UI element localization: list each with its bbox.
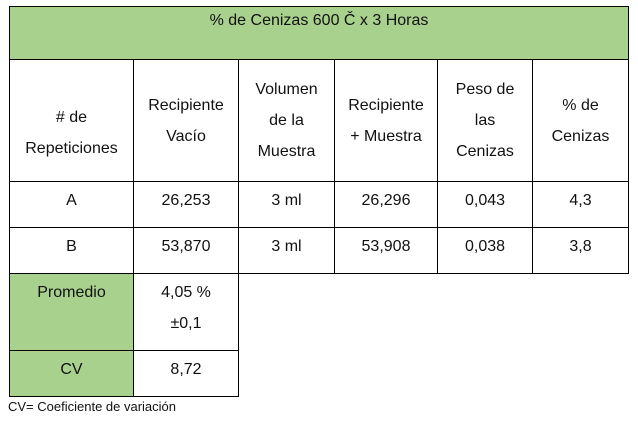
header-recipiente-muestra: Recipiente + Muestra — [334, 59, 438, 182]
row-a-rep: A — [9, 181, 134, 228]
row-a-pct: 4,3 — [532, 181, 629, 228]
row-b-recipiente-muestra: 53,908 — [334, 227, 438, 274]
row-a-vacio: 26,253 — [133, 181, 239, 228]
row-b-peso: 0,038 — [437, 227, 533, 274]
row-b-volumen: 3 ml — [238, 227, 335, 274]
cv-value: 8,72 — [133, 350, 239, 397]
header-volumen-muestra: Volumen de la Muestra — [238, 59, 335, 182]
header-repeticiones: # de Repeticiones — [9, 59, 134, 182]
header-pct-cenizas: % de Cenizas — [532, 59, 629, 182]
row-b-vacio: 53,870 — [133, 227, 239, 274]
row-b-pct: 3,8 — [532, 227, 629, 274]
promedio-label: Promedio — [9, 273, 134, 351]
row-a-peso: 0,043 — [437, 181, 533, 228]
promedio-value: 4,05 % ±0,1 — [133, 273, 239, 351]
footnote: CV= Coeficiente de variación — [8, 399, 177, 414]
row-a-volumen: 3 ml — [238, 181, 335, 228]
header-recipiente-vacio: Recipiente Vacío — [133, 59, 239, 182]
row-b-rep: B — [9, 227, 134, 274]
cv-label: CV — [9, 350, 134, 397]
row-a-recipiente-muestra: 26,296 — [334, 181, 438, 228]
table-title: % de Cenizas 600 Č x 3 Horas — [9, 6, 629, 60]
header-peso-cenizas: Peso de las Cenizas — [437, 59, 533, 182]
